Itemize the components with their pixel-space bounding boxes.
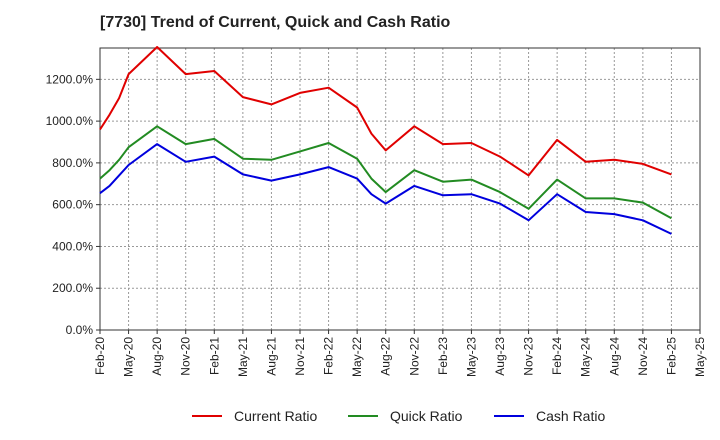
x-tick-label: Aug-23 (493, 337, 507, 376)
x-tick-label: Nov-22 (407, 337, 421, 376)
x-tick-label: May-21 (236, 337, 250, 377)
legend: Current Ratio Quick Ratio Cash Ratio (0, 404, 720, 428)
y-tick-label: 800.0% (52, 156, 93, 170)
legend-label-current-ratio: Current Ratio (234, 408, 318, 424)
legend-swatch-cash-ratio (494, 415, 524, 417)
x-tick-label: Feb-20 (93, 337, 107, 375)
x-tick-label: Aug-24 (607, 337, 621, 376)
y-tick-label: 200.0% (52, 281, 93, 295)
x-tick-label: May-22 (350, 337, 364, 377)
plot-frame (99, 47, 701, 331)
x-tick-label: May-24 (579, 337, 593, 377)
x-tick-label: May-25 (693, 337, 707, 377)
x-tick-label: Feb-21 (207, 337, 221, 375)
x-tick-label: Aug-20 (150, 337, 164, 376)
series-line-quick-ratio (99, 125, 672, 220)
x-tick-label: Feb-22 (322, 337, 336, 375)
x-tick-label: Nov-21 (293, 337, 307, 376)
series-line-current-ratio (99, 46, 672, 177)
x-tick-label: Aug-22 (379, 337, 393, 376)
x-tick-label: May-23 (464, 337, 478, 377)
x-tick-label: May-20 (122, 337, 136, 377)
x-tick-label: Feb-25 (664, 337, 678, 375)
legend-item-cash-ratio: Cash Ratio (494, 404, 605, 428)
x-tick-label: Aug-21 (264, 337, 278, 376)
x-tick-label: Nov-20 (179, 337, 193, 376)
x-tick-label: Nov-23 (522, 337, 536, 376)
legend-swatch-current-ratio (192, 415, 222, 417)
legend-item-current-ratio: Current Ratio (192, 404, 317, 428)
y-tick-label: 600.0% (52, 198, 93, 212)
legend-item-quick-ratio: Quick Ratio (348, 404, 462, 428)
y-tick-label: 1000.0% (46, 114, 94, 128)
legend-label-quick-ratio: Quick Ratio (390, 408, 463, 424)
y-tick-label: 1200.0% (46, 72, 94, 86)
series-line-cash-ratio (99, 143, 672, 235)
y-tick-label: 0.0% (66, 323, 94, 337)
x-tick-label: Nov-24 (636, 337, 650, 376)
legend-label-cash-ratio: Cash Ratio (536, 408, 606, 424)
x-tick-label: Feb-24 (550, 337, 564, 375)
chart-title: [7730] Trend of Current, Quick and Cash … (100, 14, 451, 31)
y-tick-label: 400.0% (52, 239, 93, 253)
legend-swatch-quick-ratio (348, 415, 378, 417)
x-tick-label: Feb-23 (436, 337, 450, 375)
